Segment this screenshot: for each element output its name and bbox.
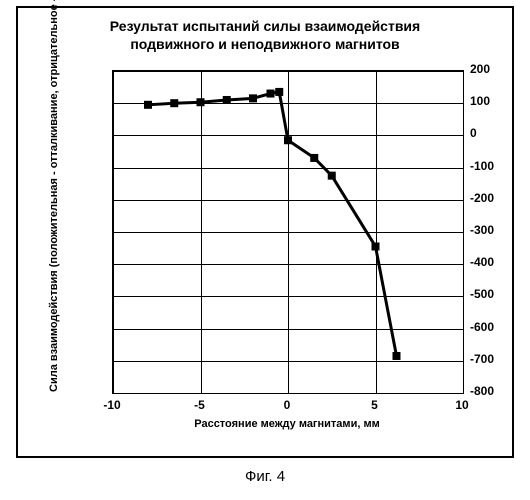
y-tick-label: -300	[470, 223, 494, 237]
grid-line-h	[113, 393, 463, 394]
y-tick-label: 100	[470, 94, 490, 108]
y-tick-label: -400	[470, 255, 494, 269]
data-marker	[310, 154, 318, 162]
x-tick-label: 0	[272, 398, 302, 412]
data-marker	[284, 136, 292, 144]
figure-caption: Фиг. 4	[0, 468, 530, 485]
data-marker	[275, 88, 283, 96]
x-tick-label: -5	[185, 398, 215, 412]
page: Результат испытаний силы взаимодействияп…	[0, 0, 530, 500]
data-marker	[267, 90, 275, 98]
data-marker	[328, 172, 336, 180]
data-marker	[249, 94, 257, 102]
y-tick-label: -600	[470, 320, 494, 334]
data-marker	[197, 98, 205, 106]
x-tick-label: 10	[447, 398, 477, 412]
data-marker	[372, 242, 380, 250]
chart-frame: Результат испытаний силы взаимодействияп…	[16, 6, 514, 458]
y-tick-label: 200	[470, 62, 490, 76]
y-axis-label: Сила взаимодействия (положительная - отт…	[48, 70, 60, 392]
grid-line-v	[463, 71, 464, 393]
data-marker	[223, 96, 231, 104]
y-tick-label: -200	[470, 191, 494, 205]
x-tick-label: -10	[97, 398, 127, 412]
y-tick-label: -700	[470, 352, 494, 366]
y-tick-label: -800	[470, 384, 494, 398]
data-marker	[393, 352, 401, 360]
plot-area	[112, 70, 464, 394]
chart-title: Результат испытаний силы взаимодействияп…	[18, 18, 512, 53]
x-tick-label: 5	[360, 398, 390, 412]
series-svg	[113, 71, 463, 393]
data-marker	[170, 99, 178, 107]
y-tick-label: -100	[470, 159, 494, 173]
series-line	[148, 92, 397, 356]
y-tick-label: 0	[470, 126, 477, 140]
data-marker	[144, 101, 152, 109]
y-tick-label: -500	[470, 287, 494, 301]
x-axis-label: Расстояние между магнитами, мм	[112, 418, 462, 430]
